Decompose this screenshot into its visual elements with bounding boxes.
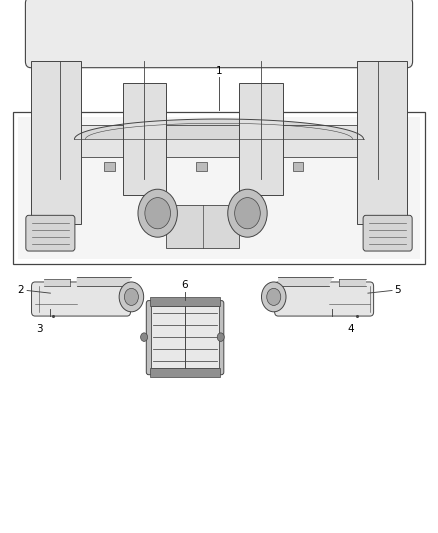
Circle shape: [267, 288, 281, 305]
Circle shape: [235, 198, 260, 229]
Bar: [150, 368, 220, 377]
FancyBboxPatch shape: [32, 282, 131, 316]
FancyBboxPatch shape: [275, 282, 374, 316]
Bar: [18, 117, 420, 259]
Circle shape: [217, 333, 224, 342]
Bar: [357, 61, 407, 224]
Text: 5: 5: [394, 286, 401, 295]
Circle shape: [119, 282, 144, 312]
Polygon shape: [278, 277, 333, 286]
Text: 6: 6: [181, 280, 188, 290]
Circle shape: [138, 189, 177, 237]
Circle shape: [228, 189, 267, 237]
Circle shape: [141, 333, 148, 342]
Circle shape: [145, 198, 170, 229]
Bar: [31, 61, 81, 224]
Bar: [196, 162, 207, 171]
Bar: [239, 83, 283, 195]
Polygon shape: [339, 279, 366, 286]
Polygon shape: [74, 119, 364, 139]
Polygon shape: [44, 279, 70, 286]
Polygon shape: [166, 125, 239, 157]
Polygon shape: [283, 125, 357, 157]
FancyBboxPatch shape: [146, 301, 224, 375]
Circle shape: [261, 282, 286, 312]
Text: 3: 3: [36, 324, 43, 334]
Bar: [104, 162, 115, 171]
FancyBboxPatch shape: [26, 215, 75, 251]
Bar: [123, 83, 166, 195]
Text: 2: 2: [18, 286, 24, 295]
Text: 1: 1: [215, 66, 223, 76]
Text: 4: 4: [347, 324, 354, 334]
Bar: [293, 162, 303, 171]
Polygon shape: [81, 125, 123, 157]
FancyBboxPatch shape: [363, 215, 412, 251]
Bar: [13, 112, 425, 264]
FancyBboxPatch shape: [25, 0, 413, 68]
Circle shape: [124, 288, 138, 305]
Bar: [150, 297, 220, 306]
Polygon shape: [77, 277, 131, 286]
Bar: [166, 205, 239, 248]
Bar: [151, 306, 219, 368]
